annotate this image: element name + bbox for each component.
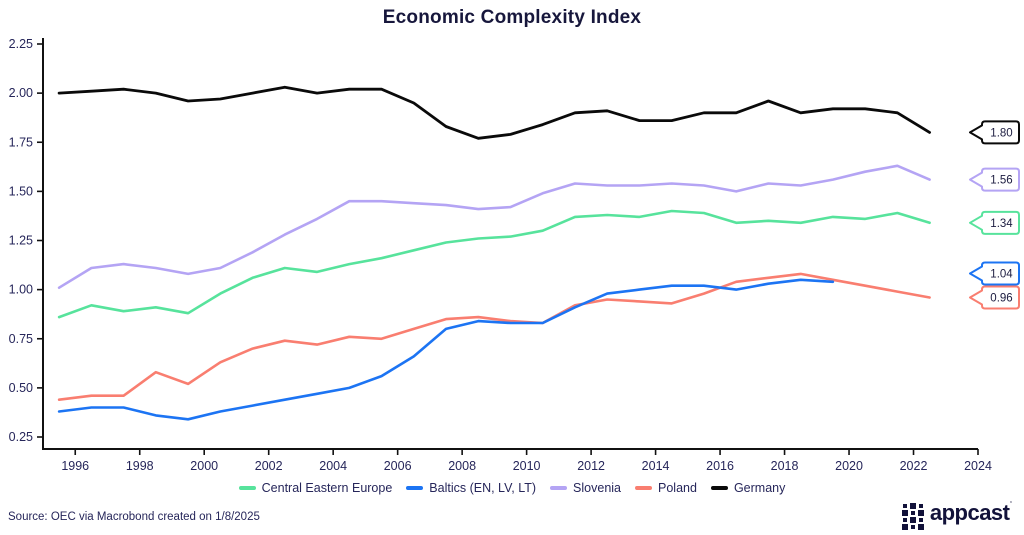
- legend-label: Baltics (EN, LV, LT): [429, 481, 537, 495]
- x-axis-tick-label: 2018: [771, 459, 799, 473]
- y-axis-tick-label: 2.00: [9, 86, 33, 100]
- legend-label: Central Eastern Europe: [261, 481, 393, 495]
- appcast-logo-icon: [901, 502, 925, 530]
- end-value-callout-label: 1.56: [990, 175, 1012, 187]
- chart-title: Economic Complexity Index: [382, 7, 642, 28]
- x-axis-tick-label: 2012: [577, 459, 605, 473]
- chart-legend: Central Eastern Europe Baltics (EN, LV, L…: [0, 481, 1024, 495]
- series-line-central-eastern-europe: [57, 209, 931, 319]
- end-value-callout-label: 0.96: [990, 292, 1012, 304]
- end-value-callout-label: 1.04: [990, 268, 1013, 280]
- legend-label: Poland: [658, 481, 697, 495]
- x-axis-tick-label: 2016: [706, 459, 734, 473]
- x-axis-tick-label: 2008: [448, 459, 476, 473]
- legend-swatch: [550, 486, 568, 490]
- end-value-callout-bubble: [969, 167, 1020, 192]
- x-axis-tick-label: 1998: [126, 459, 154, 473]
- y-axis-tick-label: 1.50: [9, 184, 33, 198]
- line-chart-plot-area: 0.25 0.50 0.75 1.00 1.25 1.50 1.75 2.00 2.25 1996…: [9, 37, 1020, 473]
- y-axis-tick-label: 1.00: [9, 283, 33, 297]
- y-axis-tick-label: 0.50: [9, 381, 33, 395]
- end-value-callout-bubble: [969, 120, 1020, 145]
- end-value-callout-bubble: [969, 285, 1020, 310]
- y-axis-tick-label: 2.25: [9, 37, 33, 51]
- y-axis-tick-label: 0.25: [9, 430, 33, 444]
- y-axis-tick-label: 0.75: [9, 332, 33, 346]
- y-axis-tick-label: 1.25: [9, 234, 33, 248]
- series-line-baltics-en-lv-lt: [57, 278, 835, 421]
- x-axis-tick-label: 2022: [900, 459, 928, 473]
- end-value-callout-label: 1.80: [990, 127, 1012, 139]
- x-axis-tick-label: 2020: [835, 459, 863, 473]
- legend-swatch: [710, 486, 728, 490]
- x-axis-tick-label: 1996: [61, 459, 89, 473]
- legend-item-poland: Poland: [635, 481, 697, 495]
- legend-swatch: [406, 486, 424, 490]
- y-axis-tick-label: 1.75: [9, 135, 33, 149]
- x-axis-tick-label: 2004: [319, 459, 347, 473]
- legend-item-baltics-en-lv-lt: Baltics (EN, LV, LT): [406, 481, 536, 495]
- legend-swatch: [238, 486, 256, 490]
- x-axis-tick-label: 2024: [964, 459, 992, 473]
- series-line-poland: [57, 272, 931, 402]
- end-value-callout-label: 1.34: [990, 218, 1013, 230]
- legend-swatch: [635, 486, 652, 490]
- series-line-germany: [57, 85, 931, 140]
- legend-item-slovenia: Slovenia: [550, 481, 621, 495]
- x-axis-tick-label: 2000: [190, 459, 218, 473]
- legend-label: Germany: [733, 481, 786, 495]
- legend-label: Slovenia: [573, 481, 621, 495]
- legend-item-central-eastern-europe: Central Eastern Europe: [238, 481, 393, 495]
- x-axis-tick-label: 2010: [513, 459, 541, 473]
- x-axis-tick-label: 2002: [255, 459, 283, 473]
- appcast-logo: appcastʾ: [901, 500, 1013, 530]
- end-value-callout-bubble: [969, 210, 1020, 235]
- appcast-logo-text: appcastʾ: [929, 500, 1013, 525]
- x-axis-tick-label: 2014: [642, 459, 670, 473]
- series-line-slovenia: [57, 164, 931, 290]
- end-value-callout-bubble: [969, 261, 1020, 286]
- trademark-mark: ʾ: [1009, 500, 1013, 510]
- source-note: Source: OEC via Macrobond created on 1/8…: [8, 511, 260, 523]
- legend-item-germany: Germany: [710, 481, 786, 495]
- x-axis-tick-label: 2006: [384, 459, 412, 473]
